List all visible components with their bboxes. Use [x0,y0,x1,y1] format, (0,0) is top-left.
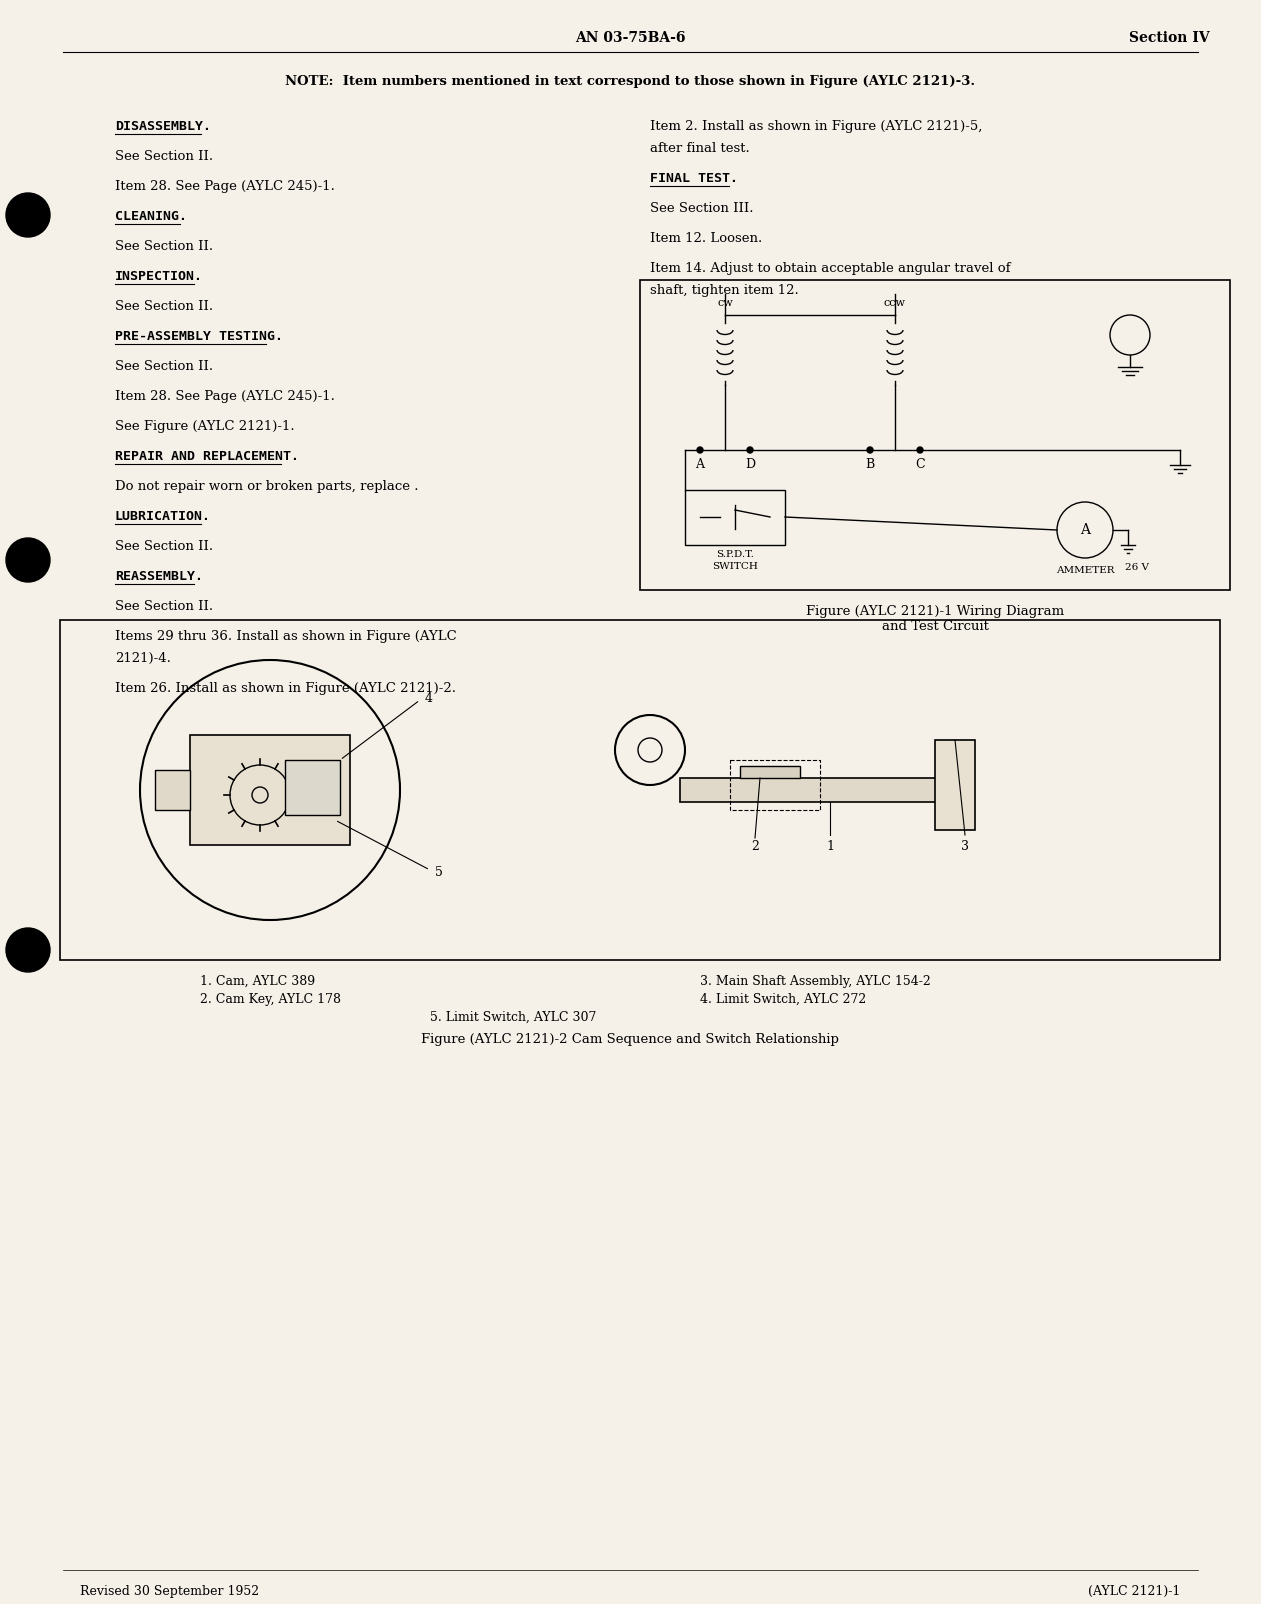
Bar [740,767,799,778]
Text: Item 2. Install as shown in Figure (AYLC 2121)-5,: Item 2. Install as shown in Figure (AYLC… [649,120,982,133]
Text: Item 28. See Page (AYLC 245)-1.: Item 28. See Page (AYLC 245)-1. [115,180,335,192]
Text: (AYLC 2121)-1: (AYLC 2121)-1 [1088,1585,1180,1598]
Circle shape [6,192,50,237]
Text: CLEANING.: CLEANING. [115,210,187,223]
Text: ccw: ccw [884,298,905,308]
Text: NOTE:  Item numbers mentioned in text correspond to those shown in Figure (AYLC : NOTE: Item numbers mentioned in text cor… [285,75,975,88]
Text: SWITCH: SWITCH [712,561,758,571]
Bar [685,489,786,545]
Text: Figure (AYLC 2121)-1 Wiring Diagram
and Test Circuit: Figure (AYLC 2121)-1 Wiring Diagram and … [806,605,1064,634]
Text: shaft, tighten item 12.: shaft, tighten item 12. [649,284,798,297]
Text: D: D [745,459,755,472]
Text: See Section II.: See Section II. [115,359,213,374]
Bar [934,739,975,829]
Text: REASSEMBLY.: REASSEMBLY. [115,569,203,582]
Text: A: A [1079,523,1090,537]
Text: DISASSEMBLY.: DISASSEMBLY. [115,120,211,133]
Text: 2: 2 [752,840,759,853]
Bar [190,735,351,845]
Text: 3. Main Shaft Assembly, AYLC 154-2: 3. Main Shaft Assembly, AYLC 154-2 [700,975,931,988]
Text: Items 29 thru 36. Install as shown in Figure (AYLC: Items 29 thru 36. Install as shown in Fi… [115,630,456,643]
Text: Item 26. Install as shown in Figure (AYLC 2121)-2.: Item 26. Install as shown in Figure (AYL… [115,682,456,695]
Circle shape [697,448,702,452]
Text: B: B [865,459,875,472]
Text: See Section II.: See Section II. [115,151,213,164]
Text: REPAIR AND REPLACEMENT.: REPAIR AND REPLACEMENT. [115,451,299,464]
Text: A: A [696,459,705,472]
Text: 2121)-4.: 2121)-4. [115,651,171,666]
Circle shape [6,537,50,582]
Text: LUBRICATION.: LUBRICATION. [115,510,211,523]
Text: Section IV: Section IV [1130,30,1211,45]
Circle shape [6,929,50,972]
Text: INSPECTION.: INSPECTION. [115,269,203,282]
Circle shape [917,448,923,452]
Circle shape [868,448,873,452]
Text: Revised 30 September 1952: Revised 30 September 1952 [79,1585,259,1598]
Bar [680,778,960,802]
Text: See Section II.: See Section II. [115,600,213,613]
Bar [641,281,1229,590]
Text: See Section III.: See Section III. [649,202,754,215]
Bar [285,760,340,815]
Text: FINAL TEST.: FINAL TEST. [649,172,738,184]
Text: 1. Cam, AYLC 389: 1. Cam, AYLC 389 [200,975,315,988]
Text: 26 V: 26 V [1125,563,1149,573]
Text: AMMETER: AMMETER [1055,566,1115,574]
Text: Item 28. See Page (AYLC 245)-1.: Item 28. See Page (AYLC 245)-1. [115,390,335,403]
Text: PRE-ASSEMBLY TESTING.: PRE-ASSEMBLY TESTING. [115,330,282,343]
Circle shape [747,448,753,452]
Text: 5. Limit Switch, AYLC 307: 5. Limit Switch, AYLC 307 [430,1011,596,1023]
Text: See Figure (AYLC 2121)-1.: See Figure (AYLC 2121)-1. [115,420,295,433]
Text: Do not repair worn or broken parts, replace .: Do not repair worn or broken parts, repl… [115,480,419,492]
Text: 2. Cam Key, AYLC 178: 2. Cam Key, AYLC 178 [200,993,340,1006]
Text: Item 12. Loosen.: Item 12. Loosen. [649,233,762,245]
Text: C: C [915,459,924,472]
Text: Figure (AYLC 2121)-2 Cam Sequence and Switch Relationship: Figure (AYLC 2121)-2 Cam Sequence and Sw… [421,1033,839,1046]
Text: S.P.D.T.: S.P.D.T. [716,550,754,560]
Text: See Section II.: See Section II. [115,541,213,553]
Text: AN 03-75BA-6: AN 03-75BA-6 [575,30,685,45]
Bar [155,770,190,810]
Text: 1: 1 [826,840,834,853]
Bar [61,621,1219,961]
Text: after final test.: after final test. [649,143,750,156]
Text: See Section II.: See Section II. [115,300,213,313]
Text: 3: 3 [961,840,968,853]
Text: 4. Limit Switch, AYLC 272: 4. Limit Switch, AYLC 272 [700,993,866,1006]
Text: 4: 4 [425,691,433,704]
Text: cw: cw [718,298,733,308]
Text: 5: 5 [435,866,443,879]
Text: See Section II.: See Section II. [115,241,213,253]
Text: Item 14. Adjust to obtain acceptable angular travel of: Item 14. Adjust to obtain acceptable ang… [649,261,1010,274]
Bar [730,760,820,810]
